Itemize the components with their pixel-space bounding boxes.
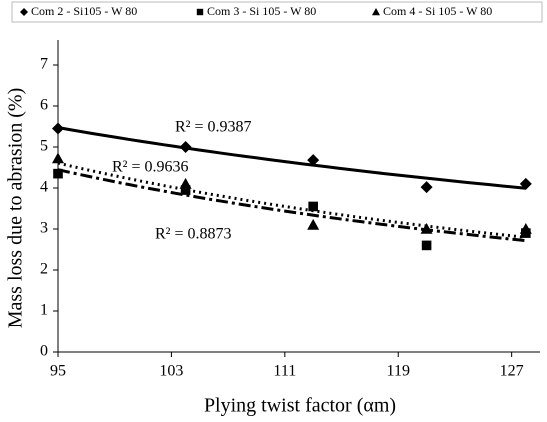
legend-label: Com 4 - Si 105 - W 80	[383, 4, 492, 18]
marker	[519, 177, 532, 190]
legend-marker	[372, 8, 380, 16]
legend-marker	[20, 8, 28, 16]
marker	[179, 141, 192, 153]
marker	[308, 201, 318, 212]
legend-label: Com 3 - Si 105 - W 80	[207, 4, 316, 18]
r-squared: R² = 0.9636	[112, 159, 189, 176]
trendline	[57, 161, 526, 239]
r-squared: R² = 0.8873	[155, 226, 232, 243]
y-tick-label: 7	[40, 56, 48, 73]
y-tick-label: 1	[40, 302, 48, 319]
marker	[52, 152, 64, 164]
x-tick-label: 95	[50, 363, 66, 380]
y-tick-label: 2	[40, 261, 48, 278]
r-squared: R² = 0.9387	[175, 119, 252, 136]
x-tick-label: 111	[273, 363, 296, 380]
marker	[179, 177, 192, 189]
y-tick-label: 0	[40, 343, 48, 360]
trendline	[57, 168, 526, 243]
marker	[52, 122, 64, 135]
y-tick-label: 5	[40, 138, 48, 155]
marker	[53, 168, 63, 179]
marker	[180, 185, 191, 195]
legend-label: Com 2 - Si105 - W 80	[31, 4, 137, 18]
marker	[420, 223, 433, 234]
y-tick-label: 3	[40, 220, 48, 237]
x-axis-title: Plying twist factor (αm)	[204, 395, 396, 417]
marker	[307, 218, 320, 230]
legend-marker	[196, 8, 204, 16]
trendline	[57, 126, 526, 190]
x-tick-label: 127	[500, 363, 524, 380]
x-tick-label: 103	[159, 363, 183, 380]
y-tick-label: 4	[40, 179, 48, 196]
y-axis-title: Mass loss due to abrasion (%)	[5, 88, 27, 329]
marker	[421, 240, 432, 251]
legend-box	[11, 1, 543, 23]
y-tick-label: 6	[40, 97, 48, 114]
marker	[519, 223, 532, 234]
marker	[307, 154, 320, 167]
marker	[420, 181, 433, 194]
x-tick-label: 119	[387, 363, 410, 380]
